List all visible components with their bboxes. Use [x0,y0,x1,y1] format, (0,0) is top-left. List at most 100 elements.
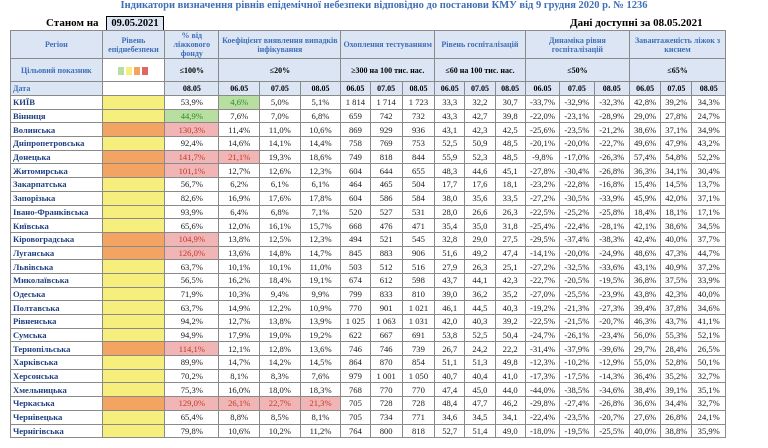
detection-rate-cell: 8,1% [218,368,261,384]
oxygen-beds-cell: 47,3% [660,245,693,261]
testing-cell: 476 [369,218,403,233]
oxygen-beds-cell: 40,9% [660,259,693,274]
hosp-dynamics-cell: -34,6% [593,382,630,398]
testing-cell: 728 [401,396,436,411]
testing-cell: 471 [401,218,436,233]
oxygen-beds-cell: 35,1% [691,382,726,398]
oxygen-beds-cell: 54,8% [660,149,693,165]
beds-pct-cell: 63,7% [164,259,220,274]
detection-rate-cell: 14,9% [218,300,261,315]
hosp-dynamics-cell: -20,0% [559,136,595,151]
testing-cell: 705 [340,409,371,425]
level-cell [101,108,166,124]
testing-cell: 504 [401,177,436,192]
hosp-dynamics-cell: -23,5% [559,122,595,138]
hosp-dynamics-cell: -23,5% [559,409,595,425]
detection-rate-cell: 13,8% [259,314,301,329]
date-head: 07.05 [259,81,301,96]
testing-cell: 734 [369,409,403,425]
hospitalization-cell: 46,1 [434,300,466,315]
hosp-dynamics-cell: -33,6% [593,259,630,274]
testing-cell: 668 [340,218,371,233]
beds-pct-cell: 92,4% [164,136,220,151]
hospitalization-cell: 17,7 [434,177,466,192]
detection-rate-cell: 17,8% [299,190,342,206]
hospitalization-cell: 32,2 [464,95,496,110]
table-row: Чернівецька 65,4% 8,8% 8,5% 8,1% 705 734 771 34,… [10,409,726,425]
level-cell [101,177,166,192]
detection-rate-cell: 14,5% [299,355,342,370]
region-name: Київська [10,218,103,233]
oxygen-beds-cell: 52,8% [660,355,693,370]
hospitalization-cell: 42,5 [494,122,526,138]
testing-cell: 771 [401,409,436,425]
beds-pct-cell: 82,6% [164,190,220,206]
level-legend [101,58,166,82]
oxygen-beds-cell: 47,9% [660,136,693,151]
hosp-dynamics-cell: -27,8% [524,163,561,179]
hospitalization-cell: 40,3 [494,300,526,315]
hospitalization-cell: 17,6 [464,177,496,192]
hosp-dynamics-cell: -26,3% [593,149,630,165]
hospitalization-cell: 48,5 [494,149,526,165]
hospitalization-cell: 33,3 [434,95,466,110]
detection-rate-cell: 17,6% [259,190,301,206]
hosp-dynamics-cell: -29,8% [524,396,561,411]
oxygen-beds-cell: 42,1% [628,218,662,233]
region-name: Херсонська [10,368,103,384]
testing-cell: 906 [401,245,436,261]
level-cell [101,272,166,288]
hosp-dynamics-cell: -17,5% [559,368,595,384]
hosp-dynamics-cell: -26,8% [593,396,630,411]
oxygen-beds-cell: 24,7% [691,108,726,124]
beds-pct-cell: 89,9% [164,355,220,370]
level-legend-swatches [117,65,149,75]
detection-rate-cell: 5,0% [259,95,301,110]
hosp-dynamics-cell: -26,8% [593,163,630,179]
beds-pct-cell: 126,0% [164,245,220,261]
table-row: Тернопільська 114,1% 12,1% 12,8% 13,6% 746 746… [10,341,726,357]
oxygen-beds-cell: 37,7% [691,231,726,247]
detection-rate-cell: 12,8% [259,341,301,357]
beds-pct-cell: 65,6% [164,218,220,233]
hospitalization-cell: 42,7 [464,108,496,124]
testing-cell: 586 [369,190,403,206]
col-testing: Охоплення тестуванням [340,30,436,59]
oxygen-beds-cell: 35,2% [660,368,693,384]
oxygen-beds-cell: 49,6% [628,136,662,151]
detection-rate-cell: 13,6% [218,245,261,261]
table-row: Київська 65,6% 12,0% 16,1% 15,7% 668 476 471 35,… [10,218,726,233]
oxygen-beds-cell: 37,1% [691,190,726,206]
hospitalization-cell: 39,0 [434,286,466,302]
testing-cell: 464 [340,177,371,192]
beds-pct-cell: 93,9% [164,204,220,220]
table-row: Закарпатська 56,7% 6,2% 6,1% 6,1% 464 465 504 17… [10,177,726,192]
hosp-dynamics-cell: -25,5% [559,286,595,302]
region-name: Кіровоградська [10,231,103,247]
detection-rate-cell: 12,7% [218,163,261,179]
testing-cell: 883 [369,245,403,261]
testing-cell: 531 [401,204,436,220]
oxygen-beds-cell: 27,6% [628,409,662,425]
table-row: Чернігівська 79,8% 10,6% 10,2% 11,2% 764 800 81… [10,423,726,439]
date-head: 06.05 [628,81,662,96]
testing-cell: 854 [401,355,436,370]
testing-cell: 705 [340,396,371,411]
hosp-dynamics-cell: -33,7% [524,95,561,110]
testing-cell: 1 050 [401,368,436,384]
detection-rate-cell: 7,6% [299,368,342,384]
detection-rate-cell: 5,1% [299,95,342,110]
beds-pct-cell: 79,8% [164,423,220,439]
hosp-dynamics-cell: -32,3% [593,95,630,110]
region-name: КИЇВ [10,95,103,110]
hosp-dynamics-cell: -22,4% [559,218,595,233]
page-title: Індикатори визначення рівнів епідемічної… [120,0,648,11]
hosp-dynamics-cell: -18,0% [524,423,561,439]
date-head: 07.05 [464,81,496,96]
date-head: 07.05 [660,81,693,96]
hospitalization-cell: 31,8 [494,218,526,233]
testing-cell: 864 [340,355,371,370]
level-cell [101,327,166,343]
oxygen-beds-cell: 34,1% [660,163,693,179]
oxygen-beds-cell: 32,7% [691,368,726,384]
